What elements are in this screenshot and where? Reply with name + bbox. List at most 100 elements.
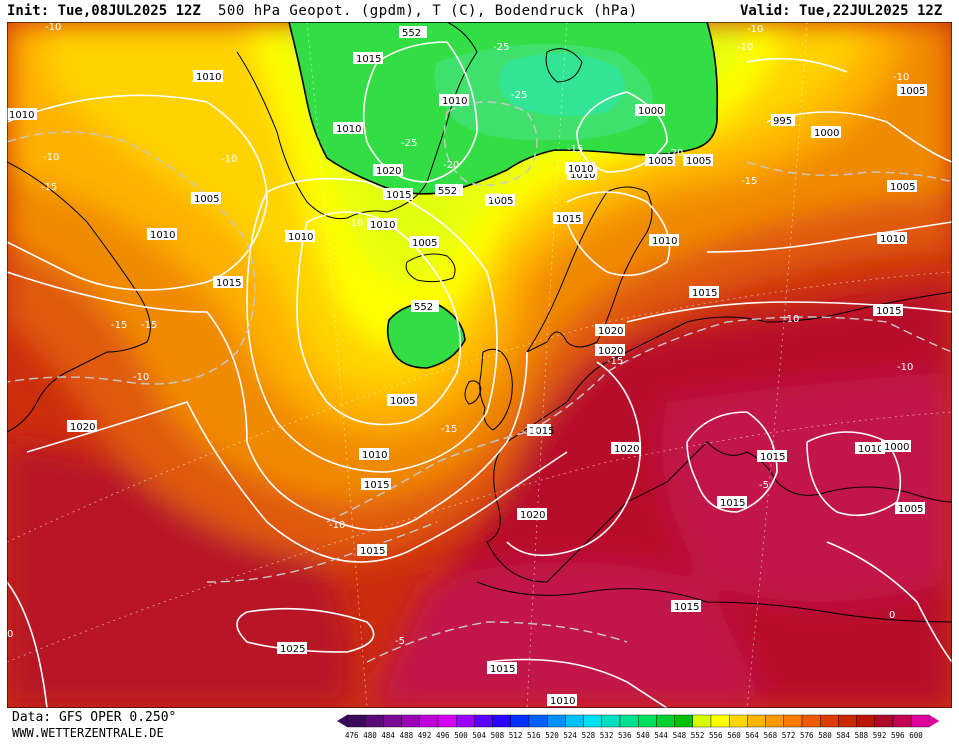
pressure-label-text: 1005 [890, 182, 915, 193]
valid-time: Valid: Tue,22JUL2025 12Z [740, 3, 943, 19]
pressure-label: 1010 [359, 448, 389, 461]
weather-map: 552 1015 1010 1010 1005 1010 1000 995 10… [7, 22, 952, 708]
pressure-label-text: 1015 [364, 480, 389, 491]
pressure-label: 1005 [645, 154, 675, 167]
legend-tick-label: 508 [491, 731, 505, 740]
pressure-label: 995 [771, 114, 795, 127]
temperature-label: -10 [347, 218, 363, 229]
temperature-label: -10 [897, 362, 913, 373]
pressure-label: 1015 [757, 450, 787, 463]
legend-swatch [474, 714, 493, 728]
pressure-label-text: 1015 [760, 452, 785, 463]
legend-tick-label: 536 [618, 731, 632, 740]
legend-tick-label: 484 [381, 731, 395, 740]
pressure-label-text: 1015 [216, 278, 241, 289]
pressure-label: 1020 [611, 442, 641, 455]
color-legend: 476 480 484 488 492 496 500 504 508 512 516 520 524 5… [337, 713, 957, 741]
pressure-label-text: 1015 [386, 190, 411, 201]
pressure-label-text: 1000 [638, 106, 663, 117]
pressure-label-text: 552 [414, 302, 433, 313]
pressure-label: 1010 [439, 94, 469, 107]
legend-tick-label: 492 [418, 731, 432, 740]
legend-swatch [437, 714, 457, 728]
pressure-label: 1020 [67, 420, 97, 433]
geopotential-field [7, 22, 952, 708]
legend-tick-label: 488 [400, 731, 414, 740]
pressure-label: 1010 [855, 442, 885, 455]
pressure-label-text: 995 [773, 116, 792, 127]
pressure-label: 1005 [897, 84, 927, 97]
legend-tick-label: 592 [873, 731, 887, 740]
pressure-label: 1010 [649, 234, 679, 247]
temperature-label: -10 [133, 372, 149, 383]
pressure-label-text: 1015 [692, 288, 717, 299]
temperature-label: -20 [485, 192, 501, 203]
pressure-label-text: 1005 [488, 196, 513, 207]
temperature-label: -15 [741, 176, 757, 187]
pressure-label-text: 1025 [280, 644, 305, 655]
legend-arrow-right [929, 715, 940, 727]
legend-swatch [710, 714, 730, 728]
temperature-label: -10 [43, 152, 59, 163]
temperature-label: -10 [221, 154, 237, 165]
legend-tick-label: 532 [600, 731, 614, 740]
legend-swatch [674, 714, 694, 728]
pressure-label-text: 1005 [390, 396, 415, 407]
legend-swatch [383, 714, 402, 728]
legend-swatch [747, 714, 766, 728]
pressure-label-text: 1015 [360, 546, 385, 557]
pressure-label: 1020 [373, 164, 403, 177]
pressure-label: 1010 [547, 694, 577, 707]
pressure-label: 1010 [7, 108, 37, 121]
pressure-label: 1015 [357, 544, 387, 557]
pressure-label: 1015 [487, 662, 517, 675]
legend-arrow-left [337, 715, 347, 727]
temperature-label: 0 [7, 629, 13, 640]
pressure-label-text: 1015 [356, 54, 381, 65]
pressure-label-text: 1015 [490, 664, 515, 675]
pressure-label-text: 1015 [529, 426, 554, 437]
pressure-label: 1010 [285, 230, 315, 243]
legend-swatch [911, 714, 930, 728]
legend-tick-label: 556 [709, 731, 723, 740]
legend-swatch [729, 714, 748, 728]
pressure-label-text: 552 [438, 186, 457, 197]
legend-tick-label: 504 [472, 731, 486, 740]
pressure-label-text: 1005 [898, 504, 923, 515]
pressure-label: 1005 [191, 192, 221, 205]
legend-tick-label: 584 [836, 731, 850, 740]
temperature-label: -25 [401, 138, 417, 149]
legend-tick-label: 544 [654, 731, 668, 740]
pressure-label-text: 1010 [288, 232, 313, 243]
pressure-label: 1025 [277, 642, 307, 655]
legend-swatch [455, 714, 475, 728]
pressure-label-text: 1010 [196, 72, 221, 83]
legend-swatch [546, 714, 566, 728]
pressure-label-text: 1015 [876, 306, 901, 317]
pressure-label: 1010 [877, 232, 907, 245]
legend-tick-label: 588 [855, 731, 869, 740]
pressure-label-text: 1005 [686, 156, 711, 167]
temperature-label: -20 [443, 160, 459, 171]
legend-tick-label: 516 [527, 731, 541, 740]
pressure-label: 1015 [553, 212, 583, 225]
temperature-label: -25 [493, 42, 509, 53]
temperature-label: -5 [395, 636, 405, 647]
temperature-label: -10 [893, 72, 909, 83]
legend-bar: 476 480 484 488 492 496 500 504 508 512 516 520 524 5… [337, 714, 940, 740]
map-canvas: 552 1015 1010 1010 1005 1010 1000 995 10… [7, 22, 952, 708]
legend-tick-label: 540 [636, 731, 650, 740]
temperature-label: -10 [747, 24, 763, 35]
legend-swatch [492, 714, 512, 728]
pressure-label-552-iceland: 552 [435, 184, 463, 197]
temperature-label: -10 [329, 520, 345, 531]
temperature-labels: -10 -10 -10 -10 -10 -15 -15 -10 -15 -10 … [7, 22, 913, 647]
temperature-label: -15 [41, 182, 57, 193]
pressure-label-552-cutoff: 552 [411, 300, 439, 313]
pressure-label-text: 1010 [652, 236, 677, 247]
map-footer: Data: GFS OPER 0.250° WWW.WETTERZENTRALE… [0, 708, 959, 741]
pressure-label-text: 1020 [520, 510, 545, 521]
legend-swatch [419, 714, 439, 728]
legend-swatch [528, 714, 548, 728]
legend-tick-label: 496 [436, 731, 450, 740]
